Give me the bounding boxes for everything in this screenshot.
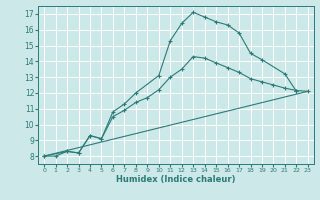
X-axis label: Humidex (Indice chaleur): Humidex (Indice chaleur) <box>116 175 236 184</box>
